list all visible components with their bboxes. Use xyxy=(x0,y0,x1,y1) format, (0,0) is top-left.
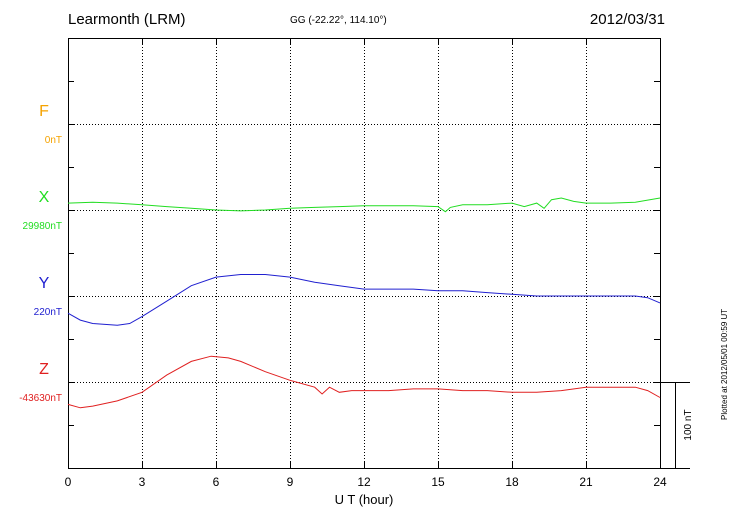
x-tick-label: 6 xyxy=(213,475,220,489)
series-line-x xyxy=(67,197,661,213)
x-tick-label: 0 xyxy=(65,475,72,489)
series-name-z: Z xyxy=(39,361,49,378)
panel-labels: F 0nT X 29980nT Y 220nT Z -43630nT xyxy=(19,103,62,404)
plotted-timestamp: Plotted at 2012/05/01 00:59 UT xyxy=(720,308,729,420)
station-title: Learmonth (LRM) xyxy=(68,11,186,28)
series-line-y xyxy=(67,274,661,326)
grid xyxy=(68,38,660,468)
x-tick-label: 24 xyxy=(653,475,667,489)
series-baseline-y: 220nT xyxy=(34,307,62,318)
series-line-z xyxy=(67,355,661,409)
series-lines xyxy=(67,197,661,409)
scale-bar: 100 nT xyxy=(660,382,694,469)
series-name-f: F xyxy=(39,103,49,120)
date-label: 2012/03/31 xyxy=(589,11,665,28)
series-baseline-x: 29980nT xyxy=(23,221,62,232)
x-tick-label: 9 xyxy=(287,475,294,489)
x-tick-label: 21 xyxy=(579,475,593,489)
axis-ticks: 0 3 6 9 12 15 18 21 24 xyxy=(65,38,667,489)
coordinates-label: GG (-22.22°, 114.10°) xyxy=(290,15,387,26)
x-tick-label: 3 xyxy=(139,475,146,489)
scale-bar-label: 100 nT xyxy=(683,409,694,440)
x-tick-label: 15 xyxy=(431,475,445,489)
x-tick-label: 12 xyxy=(357,475,371,489)
series-name-x: X xyxy=(39,189,50,206)
series-baseline-z: -43630nT xyxy=(19,393,62,404)
series-name-y: Y xyxy=(39,275,50,292)
series-baseline-f: 0nT xyxy=(45,135,62,146)
x-tick-label: 18 xyxy=(505,475,519,489)
x-axis-label: U T (hour) xyxy=(335,492,394,507)
